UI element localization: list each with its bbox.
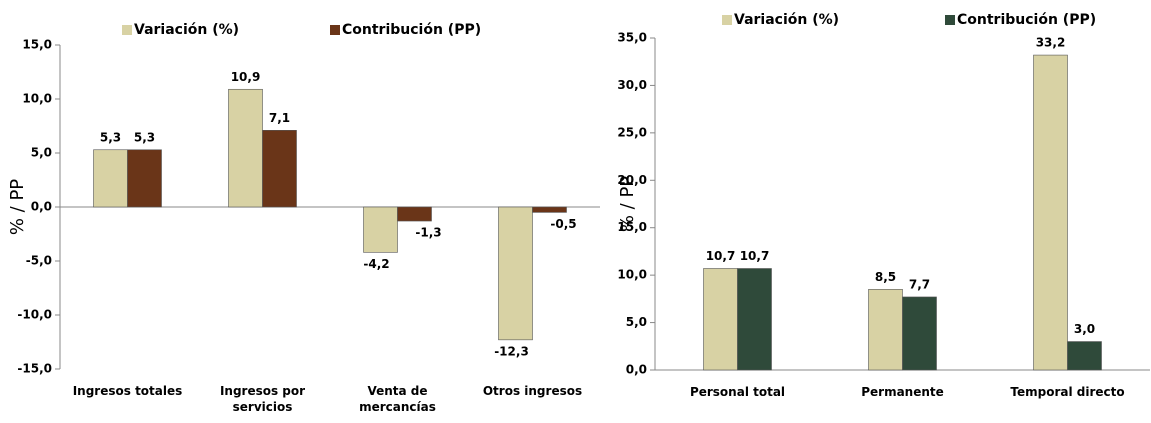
y-tick-label: 0,0 bbox=[626, 363, 647, 377]
value-label: 7,1 bbox=[269, 111, 290, 125]
y-tick-label: -15,0 bbox=[17, 362, 52, 376]
bar bbox=[703, 268, 738, 371]
value-label: 10,9 bbox=[231, 70, 261, 84]
y-tick-label: -5,0 bbox=[26, 254, 52, 268]
bar bbox=[397, 206, 432, 222]
y-tick-label: 10,0 bbox=[22, 92, 52, 106]
x-tick-label: Venta de mercancías bbox=[359, 384, 436, 414]
value-label: 8,5 bbox=[875, 270, 896, 284]
bar bbox=[868, 289, 903, 371]
value-label: 10,7 bbox=[740, 249, 770, 263]
legend-swatch bbox=[330, 25, 340, 35]
bar bbox=[498, 206, 533, 341]
bar bbox=[532, 206, 567, 213]
legend-label: Contribución (PP) bbox=[342, 22, 481, 38]
x-tick-label: Ingresos totales bbox=[72, 384, 183, 398]
legend-swatch bbox=[945, 15, 955, 25]
y-tick-label: 5,0 bbox=[31, 146, 52, 160]
y-axis-label: % / PP bbox=[7, 179, 28, 235]
legend-label: Contribución (PP) bbox=[957, 12, 1096, 28]
value-label: 10,7 bbox=[706, 249, 736, 263]
value-label: -0,5 bbox=[550, 217, 576, 231]
value-label: -12,3 bbox=[494, 344, 529, 358]
bar bbox=[262, 130, 297, 208]
bar bbox=[93, 149, 128, 208]
y-tick-label: -10,0 bbox=[17, 308, 52, 322]
bar bbox=[1033, 54, 1068, 371]
legend-label: Variación (%) bbox=[734, 12, 839, 28]
bar bbox=[228, 88, 263, 208]
x-tick-label: Otros ingresos bbox=[482, 384, 583, 398]
value-label: 5,3 bbox=[134, 130, 155, 144]
legend-swatch bbox=[722, 15, 732, 25]
y-tick-label: 15,0 bbox=[617, 220, 647, 234]
y-tick-label: 30,0 bbox=[617, 78, 647, 92]
legend-swatch bbox=[122, 25, 132, 35]
y-tick-label: 5,0 bbox=[626, 315, 647, 329]
y-tick-label: 0,0 bbox=[31, 200, 52, 214]
y-tick-label: 10,0 bbox=[617, 268, 647, 282]
value-label: 33,2 bbox=[1036, 36, 1066, 50]
x-tick-label: Permanente bbox=[861, 385, 944, 399]
bar bbox=[363, 206, 398, 253]
value-label: 3,0 bbox=[1074, 322, 1095, 336]
bar bbox=[127, 149, 162, 208]
x-tick-label: Ingresos por servicios bbox=[219, 384, 306, 414]
value-label: 5,3 bbox=[100, 130, 121, 144]
legend-label: Variación (%) bbox=[134, 22, 239, 38]
x-tick-label: Personal total bbox=[689, 385, 786, 399]
x-tick-label: Temporal directo bbox=[1010, 385, 1125, 399]
y-tick-label: 20,0 bbox=[617, 173, 647, 187]
value-label: -1,3 bbox=[415, 226, 441, 240]
y-tick-label: 25,0 bbox=[617, 125, 647, 139]
bar bbox=[902, 296, 937, 371]
y-axis-label: % / PP bbox=[617, 176, 638, 232]
value-label: 7,7 bbox=[909, 277, 930, 291]
bar bbox=[737, 268, 772, 371]
y-tick-label: 35,0 bbox=[617, 31, 647, 45]
bar bbox=[1067, 341, 1102, 371]
y-tick-label: 15,0 bbox=[22, 38, 52, 52]
value-label: -4,2 bbox=[363, 257, 389, 271]
